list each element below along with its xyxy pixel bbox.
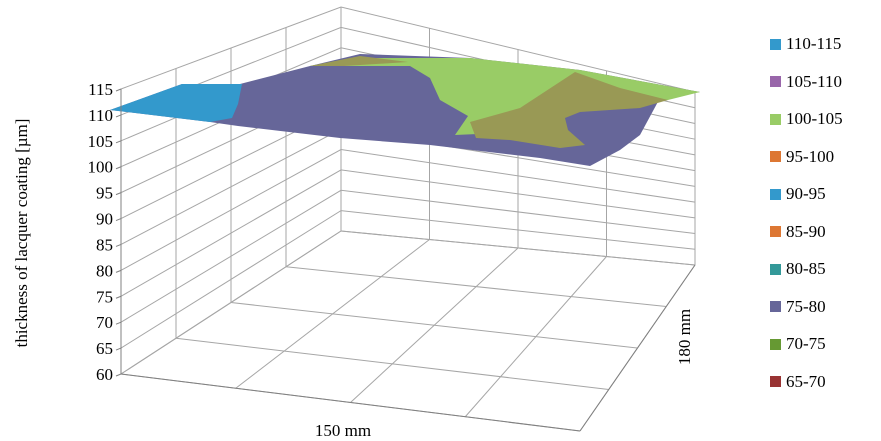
z-axis-title: thickness of lacquer coating [µm] [12,119,31,348]
z-tick-label: 60 [96,365,113,384]
legend-item: 65-70 [770,370,826,394]
z-tick-mark [115,140,122,144]
z-tick-mark [115,88,122,92]
surface-band-95-100 [470,72,668,148]
z-tick-mark [115,192,122,196]
legend-label: 75-80 [786,296,826,316]
z-tick-label: 110 [88,106,113,125]
legend-swatch [770,76,781,87]
legend-item: 110-115 [770,32,841,56]
chart-surface [110,54,700,166]
legend-label: 95-100 [786,146,835,166]
z-tick-label: 95 [96,184,113,203]
legend-label: 80-85 [786,259,826,278]
x-axis-title: 150 mm [315,421,371,440]
z-tick-mark [115,243,122,247]
legend-swatch [770,226,781,237]
legend-swatch [770,151,781,162]
z-tick-mark [115,347,122,351]
legend-swatch [770,188,781,200]
legend-swatch [770,38,781,50]
legend-swatch [770,338,781,350]
legend-label: 85-90 [786,221,826,241]
legend-item: 75-80 [770,295,826,319]
x-axis-line [120,373,581,432]
chart-axes [120,89,696,432]
legend-item: 85-90 [770,220,826,244]
legend-label: 65-70 [786,371,826,391]
z-tick-label: 100 [88,158,114,177]
legend-swatch [770,376,781,387]
z-tick-label: 105 [88,132,114,151]
z-tick-mark [115,114,122,118]
floor-gridline [464,256,607,418]
z-tick-label: 85 [96,235,113,254]
legend-item: 80-85 [770,257,826,281]
z-tick-mark [115,373,122,377]
z-tick-label: 90 [96,210,113,229]
floor-gridline [340,230,696,266]
legend-item: 90-95 [770,182,826,206]
legend-label: 90-95 [786,184,826,203]
z-tick-mark [115,166,122,170]
floor-gridline [285,266,667,307]
z-tick-label: 115 [88,80,113,99]
legend-item: 70-75 [770,332,826,356]
y-axis-line [579,264,696,432]
wall-gridline [120,230,696,375]
z-tick-mark [115,269,122,273]
z-axis-ticks: 60 65 70 75 80 85 90 95 100 105 110 115 [88,80,122,384]
legend-item: 100-105 [770,107,843,131]
legend-swatch [770,301,781,312]
z-tick-label: 70 [96,313,113,332]
z-tick-label: 80 [96,261,113,280]
z-tick-mark [115,295,122,299]
surface-band-100-105 [310,58,700,135]
legend-label: 100-105 [786,109,843,128]
legend-label: 105-110 [786,71,843,91]
z-tick-label: 65 [96,339,113,358]
wall-gridline [120,149,696,271]
surface-band-110-115 [110,84,242,122]
legend-label: 110-115 [786,34,842,53]
legend-item: 105-110 [770,70,842,94]
z-tick-label: 75 [96,287,113,306]
z-tick-mark [115,218,122,222]
floor-gridline [350,247,519,403]
legend-item: 95-100 [770,145,834,169]
legend-swatch [770,263,781,275]
surface-band-95-100-back [310,56,408,66]
z-tick-mark [115,321,122,325]
legend-label: 70-75 [786,334,826,353]
y-axis-title: 180 mm [675,309,694,365]
legend-swatch [770,113,781,125]
